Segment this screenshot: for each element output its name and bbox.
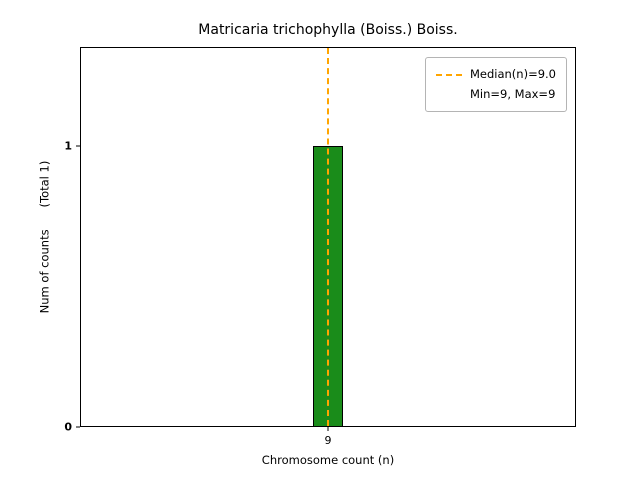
y-tick-label: 1 — [64, 139, 72, 153]
legend-entry-median: Median(n)=9.0 — [435, 65, 556, 85]
x-axis-label: Chromosome count (n) — [261, 453, 395, 467]
plot-area: Median(n)=9.0 Min=9, Max=9 — [80, 47, 576, 427]
y-tick-label: 0 — [64, 420, 72, 434]
x-tick-mark — [327, 427, 329, 431]
y-axis: 0 1 — [0, 47, 80, 434]
legend-label-median: Median(n)=9.0 — [469, 67, 556, 81]
x-tick: 9 — [325, 427, 332, 447]
x-axis: 9 — [80, 427, 576, 453]
median-line — [327, 48, 329, 426]
chart-title: Matricaria trichophylla (Boiss.) Boiss. — [198, 22, 458, 38]
legend: Median(n)=9.0 Min=9, Max=9 — [424, 57, 567, 113]
x-tick-label: 9 — [324, 434, 332, 447]
y-tick-mark — [76, 426, 80, 428]
legend-entry-minmax: Min=9, Max=9 — [436, 85, 556, 105]
legend-label-minmax: Min=9, Max=9 — [469, 86, 556, 101]
y-tick: 1 — [64, 139, 80, 152]
median-line-legend-sample — [435, 73, 462, 76]
y-tick-mark — [76, 145, 80, 147]
y-tick: 0 — [64, 421, 80, 434]
